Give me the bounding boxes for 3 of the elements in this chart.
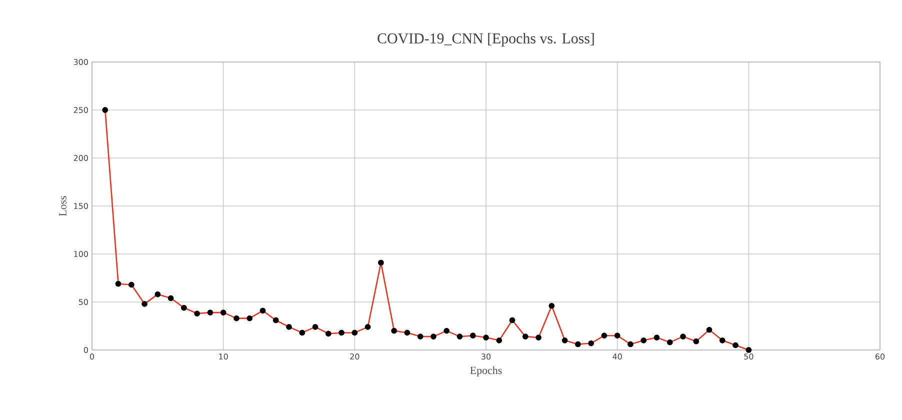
chart-title: COVID-19_CNN [Epochs vs. Loss] <box>378 32 594 47</box>
x-axis-title: Epochs <box>470 366 502 376</box>
y-axis-title: Loss <box>59 196 66 216</box>
